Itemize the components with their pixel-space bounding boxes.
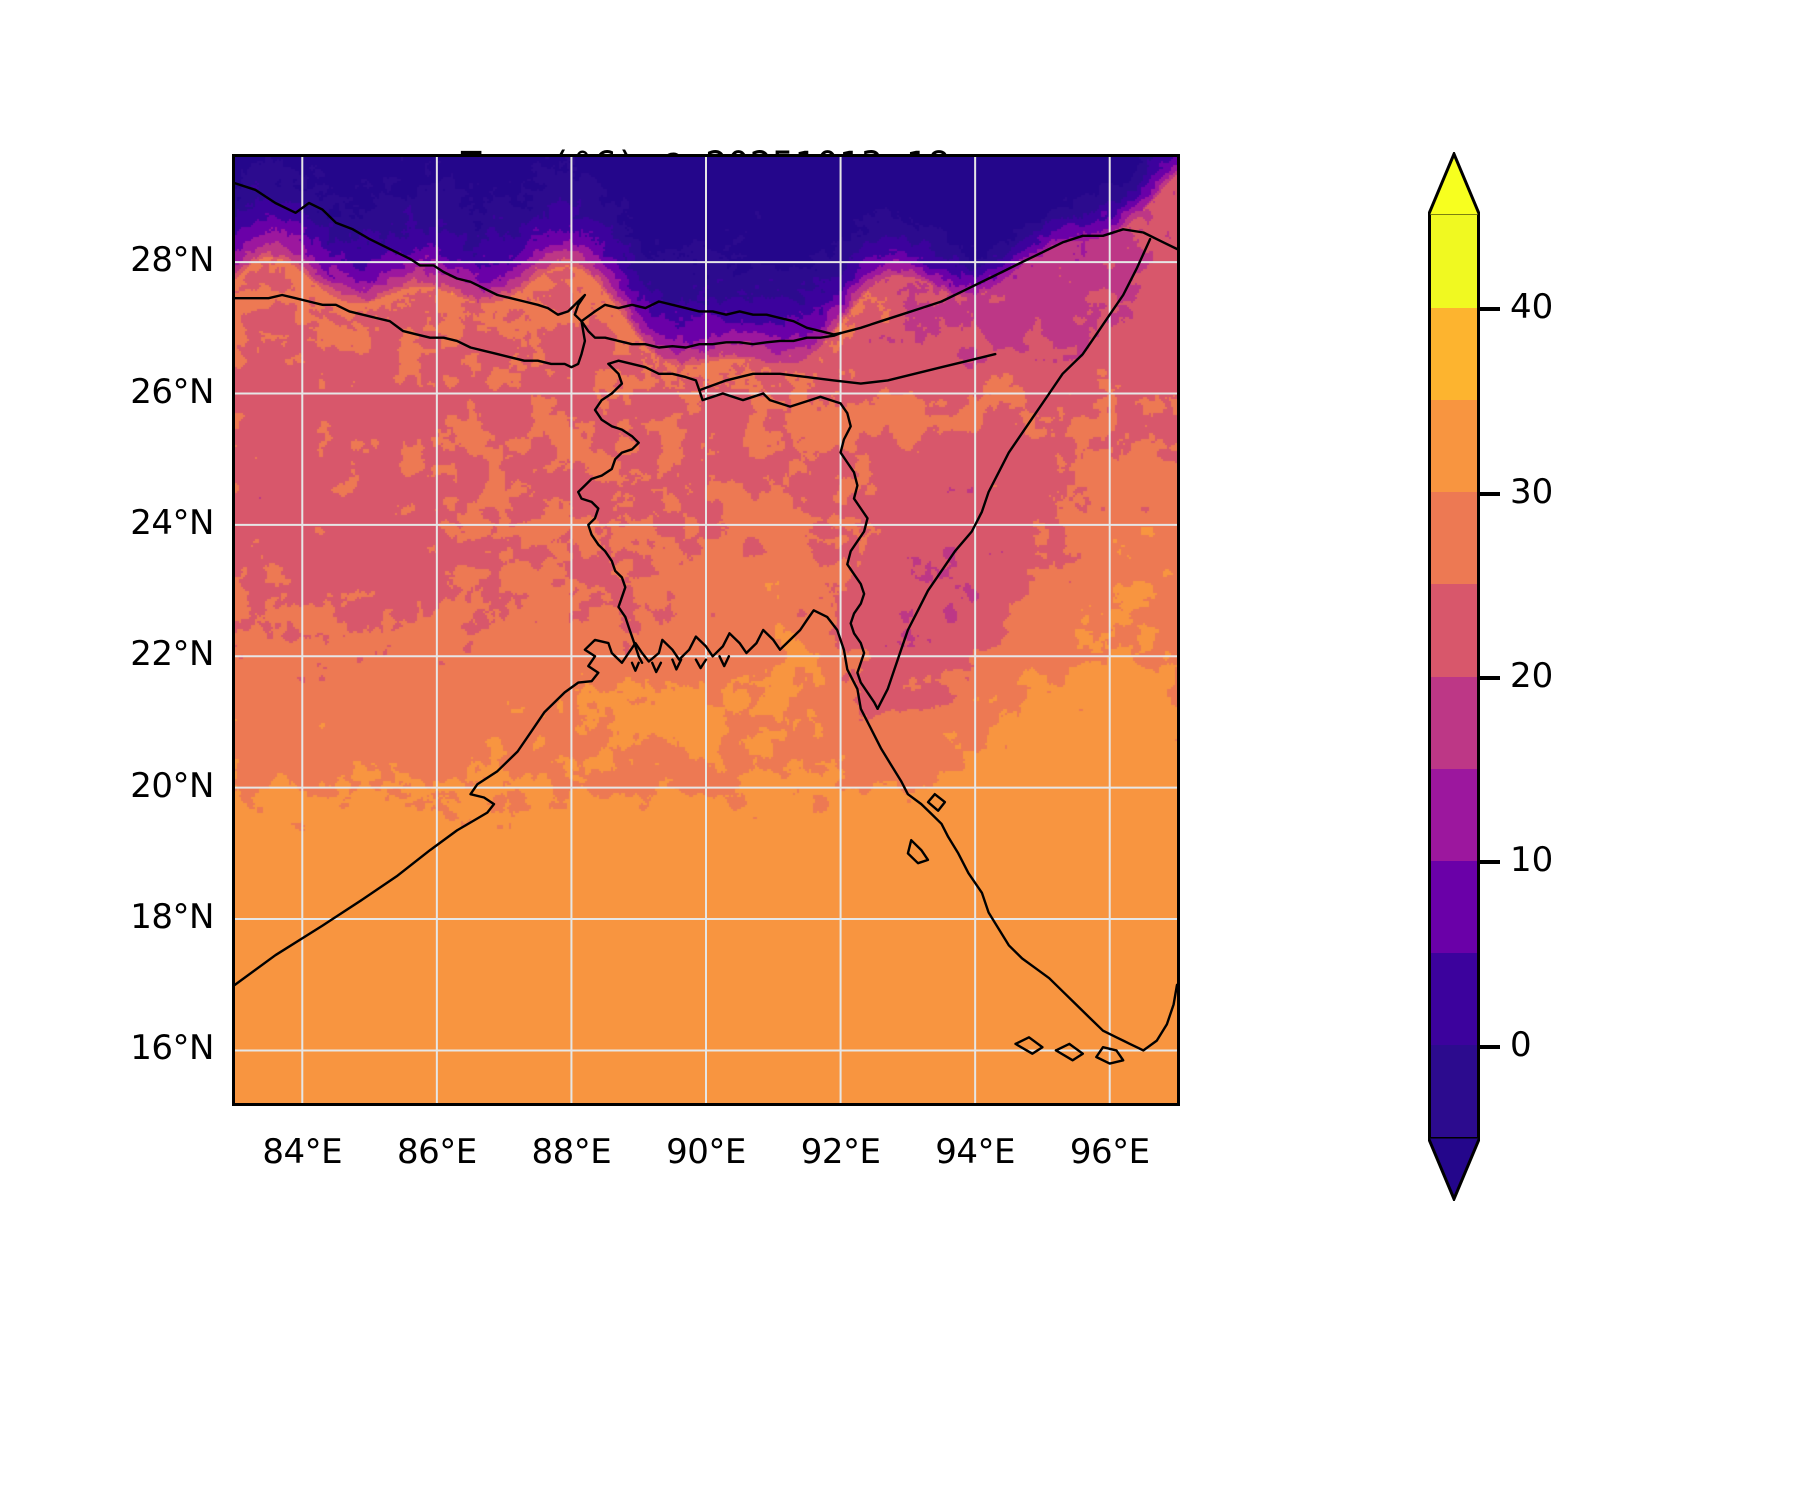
- colorbar-band: [1431, 952, 1477, 1046]
- colorbar-under-arrow: [1428, 1137, 1480, 1201]
- longitude-tick-label: 88°E: [531, 1132, 612, 1172]
- longitude-tick-label: 90°E: [666, 1132, 746, 1172]
- colorbar-band: [1431, 399, 1477, 493]
- colorbar-tick: [1480, 307, 1500, 312]
- map-axes[interactable]: [232, 154, 1180, 1106]
- colorbar-over-arrow: [1428, 152, 1480, 216]
- colorbar-bands: [1428, 215, 1480, 1137]
- colorbar-tick: [1480, 676, 1500, 680]
- latitude-tick-label: 22°N: [130, 634, 214, 675]
- colorbar-tick-label: 10: [1510, 840, 1554, 881]
- latitude-tick-label: 20°N: [130, 765, 214, 806]
- latitude-tick-label: 18°N: [130, 897, 214, 938]
- colorbar-band: [1431, 860, 1477, 954]
- colorbar-tick-label: 20: [1510, 656, 1554, 696]
- colorbar-band: [1431, 215, 1477, 308]
- colorbar-tick: [1480, 491, 1500, 496]
- colorbar-tick-label: 40: [1510, 287, 1554, 328]
- colorbar-band: [1431, 307, 1477, 400]
- colorbar-tick-label: 30: [1510, 471, 1554, 512]
- longitude-tick-label: 92°E: [800, 1132, 881, 1172]
- colorbar-tick-label: 0: [1510, 1024, 1532, 1065]
- colorbar-tick: [1480, 1044, 1500, 1049]
- latitude-tick-label: 16°N: [130, 1028, 214, 1069]
- colorbar-band: [1431, 676, 1477, 769]
- colorbar-over-triangle: [1428, 152, 1480, 216]
- colorbar-band: [1431, 583, 1477, 677]
- longitude-tick-label: 96°E: [1069, 1132, 1150, 1172]
- latitude-tick-label: 28°N: [130, 240, 214, 281]
- colorbar-tick: [1480, 860, 1500, 865]
- longitude-tick-label: 86°E: [396, 1132, 477, 1172]
- temperature-field: [235, 157, 1177, 1103]
- colorbar-band: [1431, 768, 1477, 861]
- longitude-tick-label: 94°E: [935, 1132, 1016, 1172]
- latitude-tick-label: 24°N: [130, 502, 214, 543]
- colorbar[interactable]: 0 10 20 30 40: [1428, 152, 1553, 1201]
- latitude-tick-label: 26°N: [130, 371, 214, 412]
- colorbar-under-triangle: [1428, 1137, 1480, 1201]
- longitude-tick-label: 84°E: [262, 1132, 343, 1172]
- colorbar-band: [1431, 1044, 1477, 1137]
- colorbar-band: [1431, 491, 1477, 585]
